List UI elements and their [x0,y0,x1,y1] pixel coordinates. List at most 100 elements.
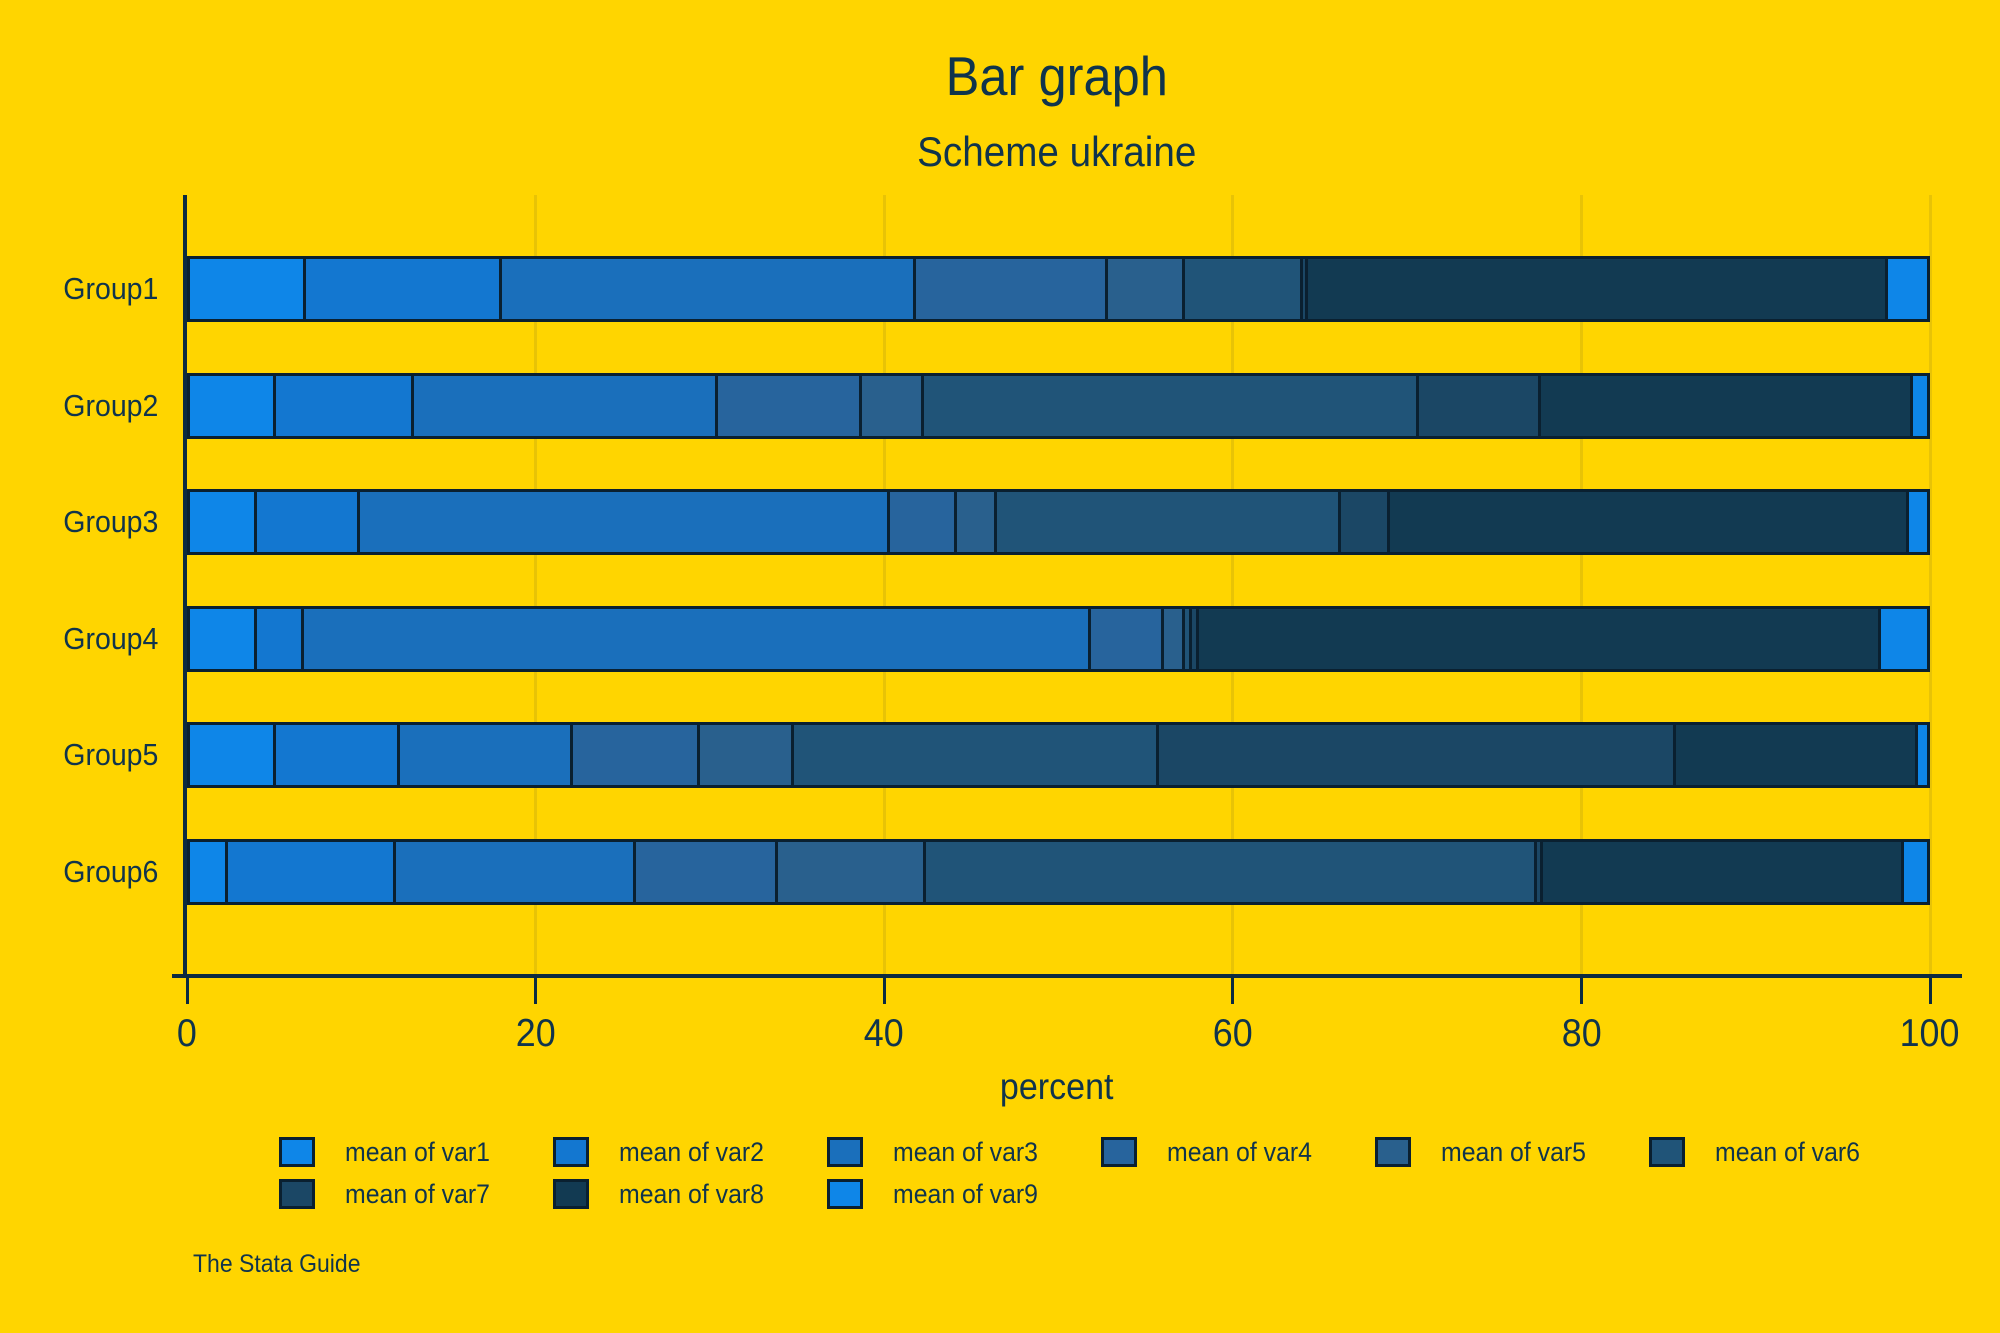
x-axis-line [172,974,1962,978]
bar-segment [886,492,955,552]
legend-swatch [279,1137,315,1167]
legend-item: mean of var4 [1101,1134,1325,1170]
bar-segment [1539,841,1901,902]
x-axis-tick [1928,978,1932,1004]
bar-segment [1878,608,1927,669]
bar-segment [1386,492,1907,552]
legend-item: mean of var6 [1649,1134,1873,1170]
y-axis-category-label-text: Group1 [62,271,158,306]
legend-item: mean of var7 [279,1176,503,1212]
y-axis-category-label: Group1 [0,256,158,322]
bar-segment [1338,492,1387,552]
chart-title-text: Bar graph [945,45,1168,107]
legend-label-text: mean of var3 [893,1136,1038,1167]
bar-segment [1534,841,1540,902]
bar-segment [1155,725,1674,785]
x-axis-label: percent [183,1066,1930,1108]
bar-segment [954,492,995,552]
y-axis-category-label: Group5 [0,722,158,788]
bar-segment [632,841,776,902]
legend-label: mean of var4 [1167,1137,1325,1168]
bar-segment [190,841,225,902]
bar-segment [912,259,1106,319]
bar-segment [1299,259,1306,319]
bar-segment [994,492,1339,552]
legend-label-text: mean of var2 [619,1136,764,1167]
bar-segment [224,841,394,902]
legend-item: mean of var5 [1375,1134,1599,1170]
gridline [882,195,886,974]
bar-segment [1181,608,1189,669]
x-axis-tick [1231,978,1235,1004]
bar-segment [1909,375,1927,436]
legend-swatch [827,1137,863,1167]
legend-label-text: mean of var8 [619,1178,764,1209]
chart-title: Bar graph [183,44,1930,108]
legend-swatch [553,1179,589,1209]
bar-segment [790,725,1156,785]
bar-segment [1195,608,1879,669]
bar-segment [273,375,411,436]
x-axis-tick [1579,978,1583,1004]
x-axis-tick-label-text: 80 [1561,1012,1602,1055]
legend-label-text: mean of var1 [345,1136,490,1167]
y-axis-category-label-text: Group2 [62,387,158,423]
bar-segment [190,375,274,436]
x-axis-tick-label: 0 [117,1012,257,1056]
y-axis-category-label: Group3 [0,489,158,555]
bar-segment [1906,492,1927,552]
legend-swatch [553,1137,589,1167]
bar-segment [921,375,1417,436]
legend-item: mean of var8 [553,1176,777,1212]
legend-label: mean of var1 [345,1137,503,1168]
y-axis-category-label: Group2 [0,373,158,439]
legend-label-text: mean of var9 [893,1178,1038,1209]
bar-segment [697,725,791,785]
legend-label: mean of var8 [619,1179,777,1210]
bar-segment [1900,841,1927,902]
legend-item: mean of var1 [279,1134,503,1170]
x-axis-tick [534,978,538,1004]
bar-segment [396,725,571,785]
bar-segment [1885,259,1927,319]
x-axis-tick [185,978,189,1004]
bar-segment [570,725,698,785]
x-axis-tick-label-text: 40 [864,1012,905,1055]
legend-label-text: mean of var4 [1167,1136,1312,1167]
x-axis-tick-label-text: 60 [1212,1012,1253,1055]
legend-swatch [279,1179,315,1209]
bar-segment [254,608,302,669]
bar-segment [1160,608,1182,669]
legend-label: mean of var5 [1441,1137,1599,1168]
legend-label: mean of var2 [619,1137,777,1168]
bar-segment [1673,725,1915,785]
legend-swatch [1101,1137,1137,1167]
legend-swatch [1375,1137,1411,1167]
bar-segment [410,375,715,436]
y-axis-category-label-text: Group6 [62,853,158,889]
bar-segment [254,492,357,552]
bar-row [187,372,1930,439]
x-axis-tick-label: 60 [1163,1012,1303,1056]
legend-label: mean of var7 [345,1179,503,1210]
legend-swatch [827,1179,863,1209]
bar-segment [1914,725,1927,785]
x-axis-tick-label: 80 [1511,1012,1651,1056]
y-axis-category-label: Group4 [0,606,158,672]
bar-segment [775,841,923,902]
gridline [1579,195,1583,974]
bar-row [187,605,1930,672]
gridline [534,195,538,974]
bar-segment [190,608,255,669]
y-axis-category-label: Group6 [0,839,158,905]
chart-subtitle: Scheme ukraine [183,128,1930,176]
bar-segment [1416,375,1538,436]
legend-item: mean of var9 [827,1176,1051,1212]
caption: The Stata Guide [193,1250,375,1279]
gridline [1231,195,1235,974]
y-axis-line [183,195,187,978]
plot-area [187,195,1932,974]
bar-segment [922,841,1535,902]
bar-segment [190,725,274,785]
bar-segment [190,259,303,319]
